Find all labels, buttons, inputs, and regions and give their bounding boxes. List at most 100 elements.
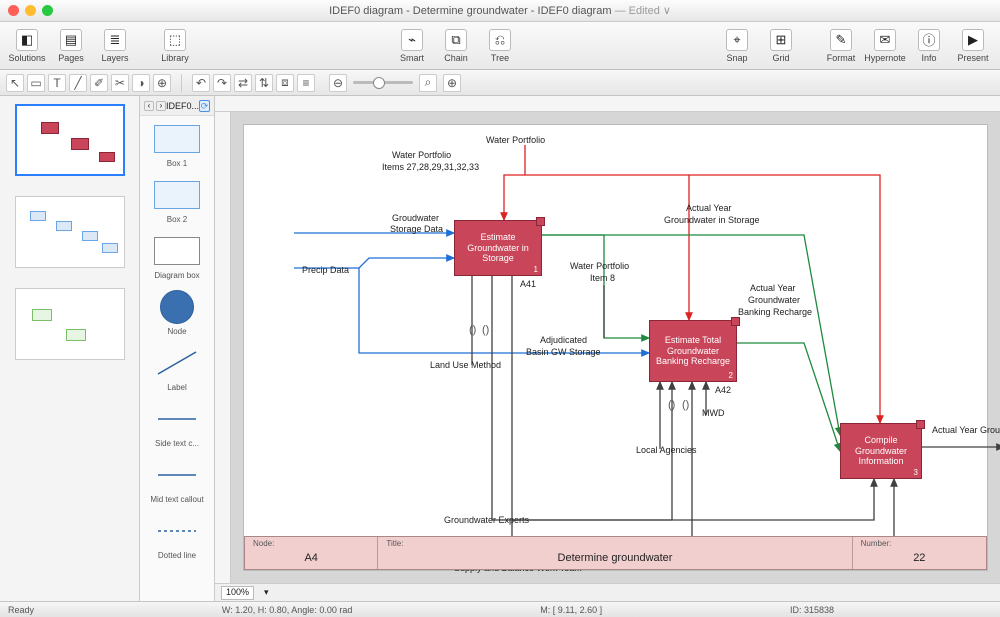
main-content: ‹ › IDEF0... ⟳ Box 1 Box 2 Diagram box Node… bbox=[0, 96, 1000, 601]
action-icon[interactable]: ↶ bbox=[192, 74, 210, 92]
chevron-down-icon[interactable]: ▾ bbox=[264, 587, 269, 598]
diagram-footer-table: Node: A4 Title: Determine groundwater Nu… bbox=[244, 536, 987, 570]
zoom-fit-icon[interactable]: ⌕ bbox=[419, 74, 437, 92]
svg-text:(): () bbox=[668, 399, 675, 411]
action-icon[interactable]: ⇅ bbox=[255, 74, 273, 92]
format-button[interactable]: ✎Format bbox=[820, 25, 862, 67]
zoom-out-icon[interactable]: ⊖ bbox=[329, 74, 347, 92]
shape-swatch bbox=[151, 290, 203, 324]
diagram-label: Adjudicated bbox=[540, 335, 587, 345]
diagram-label: Local Agencies bbox=[636, 445, 697, 455]
diagram-label: Basin GW Storage bbox=[526, 347, 601, 357]
maximize-icon[interactable] bbox=[42, 5, 53, 16]
window-title: IDEF0 diagram - Determine groundwater - … bbox=[329, 4, 671, 17]
nav-back-icon[interactable]: ‹ bbox=[144, 101, 154, 111]
edited-indicator: — Edited ∨ bbox=[615, 5, 671, 17]
shape-label: Box 1 bbox=[167, 159, 187, 168]
nav-fwd-icon[interactable]: › bbox=[156, 101, 166, 111]
shape-item[interactable]: Box 2 bbox=[151, 178, 203, 224]
library-icon: ⬚ bbox=[164, 29, 186, 51]
shape-swatch bbox=[151, 122, 203, 156]
zoom-select[interactable]: 100% bbox=[221, 586, 254, 600]
action-icon[interactable]: ↷ bbox=[213, 74, 231, 92]
page-thumbnail[interactable] bbox=[15, 104, 125, 176]
diagram-label: Groundwater bbox=[748, 295, 800, 305]
traffic-lights bbox=[8, 5, 53, 16]
diagram-label: Items 27,28,29,31,32,33 bbox=[382, 162, 479, 172]
shape-item[interactable]: Box 1 bbox=[151, 122, 203, 168]
title-text: IDEF0 diagram - Determine groundwater - … bbox=[329, 5, 611, 17]
shapes-title: IDEF0... bbox=[166, 101, 199, 111]
shapes-nav: ‹ › bbox=[144, 101, 166, 111]
present-button[interactable]: ▶Present bbox=[952, 25, 994, 67]
tree-button[interactable]: ⎌Tree bbox=[479, 25, 521, 67]
snap-button[interactable]: ⌖Snap bbox=[716, 25, 758, 67]
solutions-icon: ◧ bbox=[16, 29, 38, 51]
action-icon[interactable]: ⧈ bbox=[276, 74, 294, 92]
status-mouse: M: [ 9.11, 2.60 ] bbox=[540, 605, 602, 615]
diagram-label: Water Portfolio bbox=[486, 135, 545, 145]
action-icon[interactable]: ⇄ bbox=[234, 74, 252, 92]
grid-button[interactable]: ⊞Grid bbox=[760, 25, 802, 67]
secondary-toolbar: ↖▭T╱✐✂◑⊕ ↶↷⇄⇅⧈≡ ⊖ ⌕ ⊕ bbox=[0, 70, 1000, 96]
shape-item[interactable]: Diagram box bbox=[151, 234, 203, 280]
hypernote-button[interactable]: ✉Hypernote bbox=[864, 25, 906, 67]
info-button[interactable]: ⓘInfo bbox=[908, 25, 950, 67]
tree-icon: ⎌ bbox=[489, 29, 511, 51]
shape-item[interactable]: Node bbox=[151, 290, 203, 336]
footer-node-value: A4 bbox=[253, 548, 369, 567]
tool-icon[interactable]: ✂ bbox=[111, 74, 129, 92]
pages-button[interactable]: ▤Pages bbox=[50, 25, 92, 67]
zoom-in-icon[interactable]: ⊕ bbox=[443, 74, 461, 92]
diagram-label: Actual Year Groundwater bbox=[932, 425, 1000, 435]
idef0-box[interactable]: Estimate Total Groundwater Banking Recha… bbox=[649, 320, 737, 382]
window-titlebar: IDEF0 diagram - Determine groundwater - … bbox=[0, 0, 1000, 22]
refresh-icon[interactable]: ⟳ bbox=[199, 100, 210, 112]
grid-icon: ⊞ bbox=[770, 29, 792, 51]
snap-icon: ⌖ bbox=[726, 29, 748, 51]
canvas-footer: 100% ▾ bbox=[215, 583, 1000, 601]
diagram-canvas[interactable]: ()()()() Estimate Groundwater in Storage… bbox=[243, 124, 988, 571]
smart-icon: ⌁ bbox=[401, 29, 423, 51]
zoom-slider[interactable] bbox=[353, 81, 413, 84]
shape-item[interactable]: Mid text callout bbox=[150, 458, 203, 504]
box-ref: A41 bbox=[520, 279, 536, 289]
solutions-button[interactable]: ◧Solutions bbox=[6, 25, 48, 67]
shapes-panel: ‹ › IDEF0... ⟳ Box 1 Box 2 Diagram box Node… bbox=[140, 96, 215, 601]
shape-swatch bbox=[151, 234, 203, 268]
tool-icon[interactable]: ↖ bbox=[6, 74, 24, 92]
page-thumbnail[interactable] bbox=[15, 196, 125, 268]
status-ready: Ready bbox=[8, 605, 34, 615]
action-icon[interactable]: ≡ bbox=[297, 74, 315, 92]
diagram-label: Actual Year bbox=[750, 283, 796, 293]
tool-icon[interactable]: ✐ bbox=[90, 74, 108, 92]
shape-item[interactable]: Label bbox=[151, 346, 203, 392]
tool-icon[interactable]: T bbox=[48, 74, 66, 92]
shape-label: Mid text callout bbox=[150, 495, 203, 504]
shape-swatch bbox=[151, 514, 203, 548]
shape-item[interactable]: Dotted line bbox=[151, 514, 203, 560]
page-thumbnail[interactable] bbox=[15, 288, 125, 360]
svg-text:(): () bbox=[682, 399, 689, 411]
layers-button[interactable]: ≣Layers bbox=[94, 25, 136, 67]
idef0-box[interactable]: Estimate Groundwater in Storage1 bbox=[454, 220, 542, 276]
chain-button[interactable]: ⧉Chain bbox=[435, 25, 477, 67]
tool-icon[interactable]: ▭ bbox=[27, 74, 45, 92]
library-button[interactable]: ⬚ Library bbox=[154, 25, 196, 67]
tool-icon[interactable]: ⊕ bbox=[153, 74, 171, 92]
shape-label: Dotted line bbox=[158, 551, 196, 560]
footer-number-value: 22 bbox=[861, 548, 978, 567]
smart-button[interactable]: ⌁Smart bbox=[391, 25, 433, 67]
shape-label: Diagram box bbox=[154, 271, 199, 280]
hypernote-icon: ✉ bbox=[874, 29, 896, 51]
tool-icon[interactable]: ╱ bbox=[69, 74, 87, 92]
shape-item[interactable]: Side text c... bbox=[151, 402, 203, 448]
shape-label: Box 2 bbox=[167, 215, 187, 224]
shape-swatch bbox=[151, 346, 203, 380]
main-toolbar: ◧Solutions▤Pages≣Layers ⬚ Library ⌁Smart… bbox=[0, 22, 1000, 70]
tool-icon[interactable]: ◑ bbox=[132, 74, 150, 92]
minimize-icon[interactable] bbox=[25, 5, 36, 16]
footer-title-key: Title: bbox=[386, 539, 843, 548]
close-icon[interactable] bbox=[8, 5, 19, 16]
idef0-box[interactable]: Compile Groundwater Information3 bbox=[840, 423, 922, 479]
